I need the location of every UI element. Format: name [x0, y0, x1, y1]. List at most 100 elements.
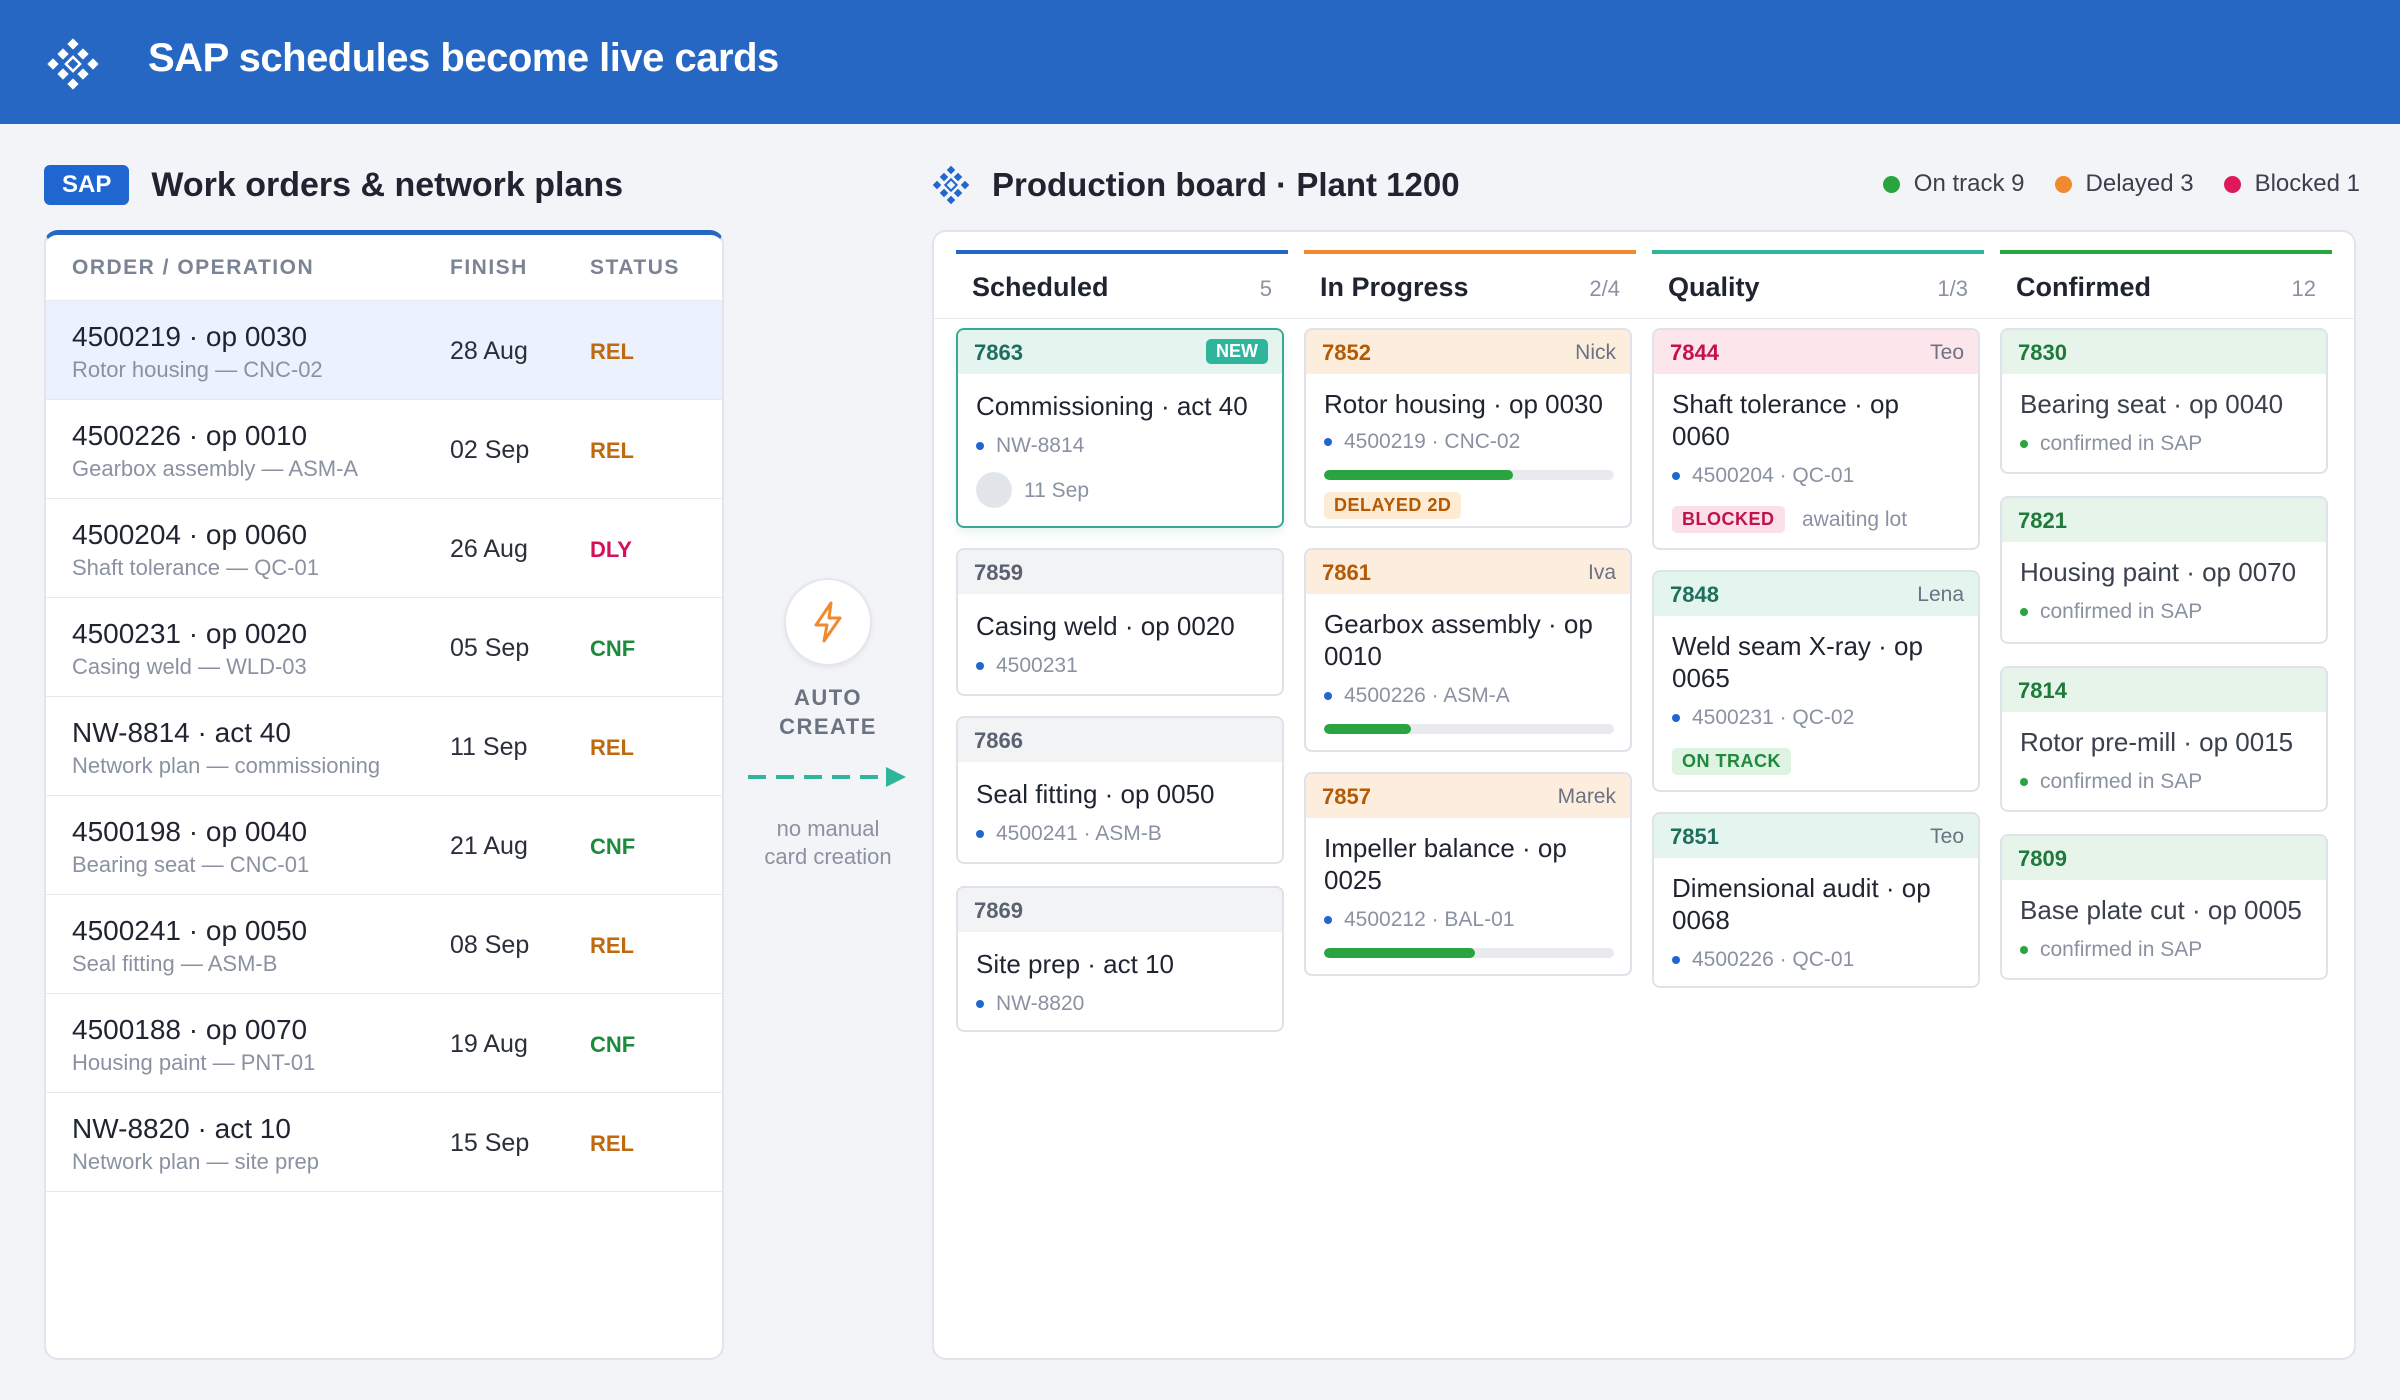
card-assignee: Nick	[1575, 341, 1616, 364]
card-title-line1: Gearbox assembly · op	[1324, 609, 1593, 639]
order-operation: 4500198 · op 0040	[72, 816, 308, 847]
column-header-quality[interactable]: Quality 1/3	[1652, 250, 1984, 318]
card-title-line1: Dimensional audit · op	[1672, 873, 1931, 903]
card-meta-text: 4500226 · QC-01	[1692, 948, 1855, 971]
card-header: 7844 Teo	[1654, 330, 1978, 374]
table-row[interactable]: 4500241 · op 0050 Seal fitting — ASM-B 08 …	[46, 895, 722, 994]
progress-fill	[1324, 724, 1411, 734]
column-confirmed: Confirmed 12 7830 Bearing seat · op 0040…	[2000, 250, 2332, 980]
card-header: 7821	[2002, 498, 2326, 542]
status-code: CNF	[590, 636, 636, 661]
column-name: Confirmed	[2016, 272, 2151, 302]
card-id: 7859	[974, 560, 1023, 585]
legend-on-track[interactable]: On track 9	[1882, 170, 2025, 198]
flow-arrow-icon	[748, 767, 906, 787]
card-id: 7857	[1322, 784, 1371, 809]
table-row[interactable]: 4500188 · op 0070 Housing paint — PNT-01 1…	[46, 994, 722, 1093]
column-name: In Progress	[1320, 272, 1469, 302]
column-header-finish[interactable]: FINISH	[450, 255, 528, 279]
avatar[interactable]	[976, 472, 1012, 508]
board-header: Production board · Plant 1200 On track 9…	[930, 160, 2360, 206]
confirmed-dot-icon	[2020, 946, 2028, 954]
card-title: Bearing seat · op 0040	[2020, 389, 2284, 419]
card-7861[interactable]: 7861 Iva Gearbox assembly · op 0010 45002…	[1304, 548, 1632, 752]
status-code: DLY	[590, 537, 632, 562]
finish-date: 05 Sep	[450, 634, 530, 662]
card-7852[interactable]: 7852 Nick Rotor housing · op 0030 450021…	[1304, 328, 1632, 528]
card-id: 7861	[1322, 560, 1371, 585]
card-title-line1: Shaft tolerance · op	[1672, 389, 1899, 419]
legend-delayed[interactable]: Delayed 3	[2054, 170, 2194, 198]
order-description: Bearing seat — CNC-01	[72, 852, 310, 877]
card-title: Dimensional audit · op 0068	[1672, 872, 1968, 936]
card-id: 7821	[2018, 508, 2067, 533]
card-assignee: Marek	[1557, 785, 1616, 808]
card-7844[interactable]: 7844 Teo Shaft tolerance · op 0060 450020…	[1652, 328, 1980, 550]
card-title: Casing weld · op 0020	[976, 611, 1235, 641]
confirmed-dot-icon	[2020, 778, 2028, 786]
card-7821[interactable]: 7821 Housing paint · op 0070 confirmed i…	[2000, 496, 2328, 644]
card-title-line2: 0060	[1672, 421, 1730, 451]
column-header-confirmed[interactable]: Confirmed 12	[2000, 250, 2332, 318]
card-id: 7814	[2018, 678, 2067, 703]
card-7857[interactable]: 7857 Marek Impeller balance · op 0025 450…	[1304, 772, 1632, 976]
column-header-scheduled[interactable]: Scheduled 5	[956, 250, 1288, 318]
card-7851[interactable]: 7851 Teo Dimensional audit · op 0068 4500…	[1652, 812, 1980, 988]
card-header: 7866	[958, 718, 1282, 762]
order-operation: 4500226 · op 0010	[72, 420, 308, 451]
finish-date: 28 Aug	[450, 337, 528, 365]
table-row[interactable]: 4500231 · op 0020 Casing weld — WLD-03 05 …	[46, 598, 722, 697]
card-title: Shaft tolerance · op 0060	[1672, 388, 1968, 452]
table-row[interactable]: 4500198 · op 0040 Bearing seat — CNC-01 21…	[46, 796, 722, 895]
card-7869[interactable]: 7869 Site prep · act 10 NW-8820	[956, 886, 1284, 1032]
card-id: 7830	[2018, 340, 2067, 365]
sap-section-header: SAP Work orders & network plans	[44, 162, 623, 208]
card-meta-text: confirmed in SAP	[2040, 938, 2203, 961]
column-quality: Quality 1/3 7844 Teo Shaft tolerance · o…	[1652, 250, 1984, 988]
card-7809[interactable]: 7809 Base plate cut · op 0005 confirmed …	[2000, 834, 2328, 980]
column-count: 5	[1259, 276, 1272, 301]
card-title: Gearbox assembly · op 0010	[1324, 608, 1620, 672]
card-7866[interactable]: 7866 Seal fitting · op 0050 4500241 · AS…	[956, 716, 1284, 864]
column-in-progress: In Progress 2/4 7852 Nick Rotor housing …	[1304, 250, 1636, 976]
order-operation: 4500241 · op 0050	[72, 915, 308, 946]
card-title-line2: 0065	[1672, 663, 1730, 693]
progress-fill	[1324, 948, 1475, 958]
table-row[interactable]: NW-8814 · act 40 Network plan — commissio…	[46, 697, 722, 796]
table-row[interactable]: NW-8820 · act 10 Network plan — site prep…	[46, 1093, 722, 1192]
column-header-status[interactable]: STATUS	[590, 255, 680, 279]
progress-bar	[1324, 470, 1614, 480]
card-7863[interactable]: 7863 NEW Commissioning · act 40 NW-8814 …	[956, 328, 1284, 528]
legend-blocked[interactable]: Blocked 1	[2223, 170, 2360, 198]
finish-date: 08 Sep	[450, 931, 530, 959]
sap-section-title: Work orders & network plans	[151, 165, 624, 204]
card-title-line2: 0025	[1324, 865, 1382, 895]
work-orders-table: ORDER / OPERATION FINISH STATUS 4500219 …	[44, 230, 724, 1360]
status-legend: On track 9 Delayed 3 Blocked 1	[1853, 170, 2360, 198]
status-code: REL	[590, 735, 634, 760]
table-row[interactable]: 4500219 · op 0030 Rotor housing — CNC-02 2…	[46, 301, 722, 400]
order-dot-icon	[976, 442, 984, 450]
auto-create-button[interactable]	[784, 578, 872, 666]
order-description: Network plan — commissioning	[72, 753, 381, 778]
card-assignee: Teo	[1930, 341, 1964, 364]
card-7859[interactable]: 7859 Casing weld · op 0020 4500231	[956, 548, 1284, 696]
sap-badge: SAP	[44, 165, 130, 205]
column-header-order[interactable]: ORDER / OPERATION	[72, 255, 315, 279]
order-dot-icon	[1324, 692, 1332, 700]
order-description: Seal fitting — ASM-B	[72, 951, 278, 976]
card-7814[interactable]: 7814 Rotor pre-mill · op 0015 confirmed …	[2000, 666, 2328, 812]
card-7848[interactable]: 7848 Lena Weld seam X-ray · op 0065 45002…	[1652, 570, 1980, 792]
column-header-in-progress[interactable]: In Progress 2/4	[1304, 250, 1636, 318]
table-row[interactable]: 4500226 · op 0010 Gearbox assembly — ASM-…	[46, 400, 722, 499]
order-description: Casing weld — WLD-03	[72, 654, 307, 679]
card-title: Seal fitting · op 0050	[976, 779, 1215, 809]
card-meta-text: 4500226 · ASM-A	[1344, 684, 1510, 707]
card-meta-text: NW-8820	[996, 992, 1085, 1015]
auto-note-line2: card creation	[764, 844, 892, 869]
card-7830[interactable]: 7830 Bearing seat · op 0040 confirmed in…	[2000, 328, 2328, 474]
board-logo-icon	[932, 165, 970, 205]
finish-date: 26 Aug	[450, 535, 528, 563]
table-row[interactable]: 4500204 · op 0060 Shaft tolerance — QC-01…	[46, 499, 722, 598]
order-operation: 4500188 · op 0070	[72, 1014, 308, 1045]
